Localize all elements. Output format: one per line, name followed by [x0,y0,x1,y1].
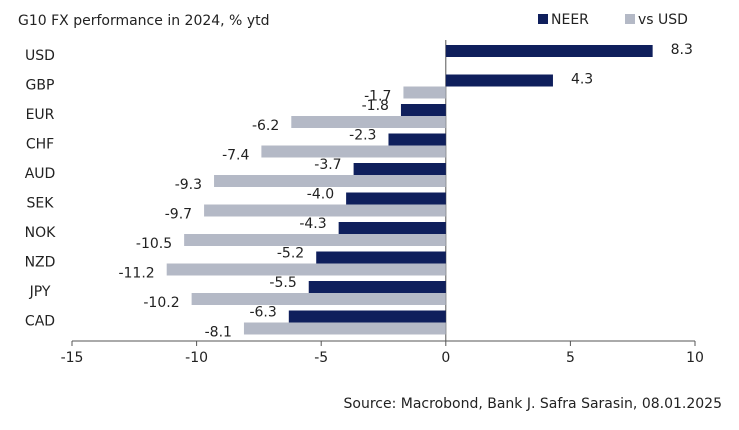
bar [191,293,446,305]
value-label: -8.1 [205,325,232,341]
value-label: -4.3 [299,216,326,232]
bar [400,104,446,116]
category-label: JPY [29,284,51,300]
value-label: -7.4 [222,148,249,164]
bar [308,281,446,293]
category-label: NOK [25,225,56,241]
legend-label: NEER [551,12,589,28]
bar [214,175,446,187]
value-label: -1.8 [362,98,389,114]
bar [445,45,653,57]
x-tick-label: 5 [566,350,575,366]
bar [166,263,446,276]
value-label: -11.2 [118,266,154,282]
value-label: -5.5 [269,275,296,291]
value-label: 4.3 [571,72,593,88]
legend-swatch [625,14,635,24]
value-label: -6.3 [249,305,276,321]
bar [338,222,446,234]
category-label: AUD [25,166,56,182]
value-label: -9.3 [175,177,202,193]
value-label: -3.7 [314,157,341,173]
bar [243,322,446,335]
bar [291,116,446,128]
category-label: CAD [25,314,55,330]
category-label: GBP [26,78,55,94]
legend-label: vs USD [638,12,688,28]
category-label: NZD [25,255,56,271]
bar [288,310,446,323]
bar [403,86,446,99]
value-label: -6.2 [252,118,279,134]
value-label: -1.7 [364,89,391,105]
bar [353,163,446,175]
value-label: -9.7 [165,207,192,223]
bar [316,251,446,264]
category-label: CHF [26,137,54,153]
bar [346,192,446,205]
value-label: -10.5 [136,236,172,252]
x-tick-label: 10 [686,350,704,366]
value-label: -4.0 [307,187,334,203]
value-label: -2.3 [349,128,376,144]
bar [388,133,446,146]
category-label: USD [25,48,55,64]
category-label: SEK [27,196,55,212]
x-tick-label: -15 [61,350,84,366]
bar [184,234,446,246]
bar [204,204,446,217]
bar [445,74,553,87]
chart-title: G10 FX performance in 2024, % ytd [18,13,269,29]
value-label: 8.3 [671,42,693,58]
value-label: -10.2 [143,295,179,311]
source: Source: Macrobond, Bank J. Safra Sarasin… [344,396,722,412]
bar [261,145,446,158]
legend-swatch [538,14,548,24]
x-tick-label: -10 [185,350,208,366]
value-label: -5.2 [277,246,304,262]
x-tick-label: 0 [441,350,450,366]
x-tick-label: -5 [314,350,328,366]
category-label: EUR [26,107,55,123]
